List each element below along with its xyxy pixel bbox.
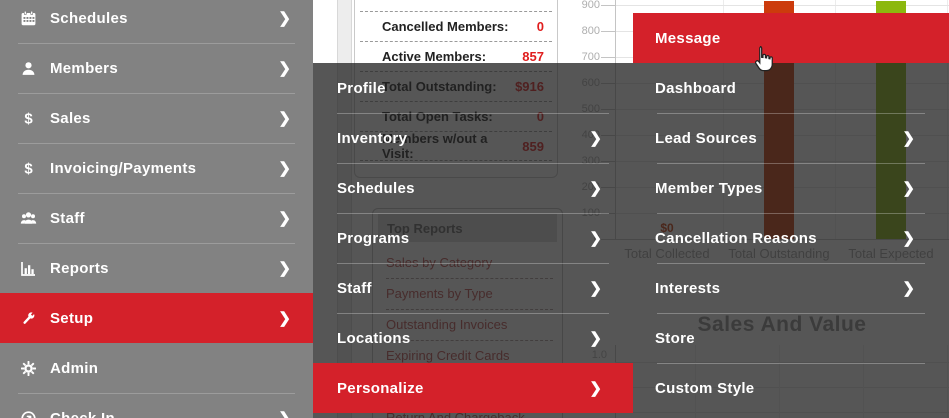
menu-item-label: Check In xyxy=(50,409,115,418)
chevron-right-icon: ❯ xyxy=(589,129,602,147)
stat-label: Active Members: xyxy=(382,49,487,64)
chevron-right-icon: ❯ xyxy=(278,209,291,227)
personalize-menu-item-message[interactable]: Message xyxy=(633,13,949,63)
menu-item-label: Inventory xyxy=(337,129,408,147)
stat-row-active-members: Active Members: 857 xyxy=(360,41,552,71)
chevron-right-icon: ❯ xyxy=(278,9,291,27)
menu-item-label: Locations xyxy=(337,329,411,347)
calendar-icon xyxy=(20,10,50,27)
setup-menu-item-schedules[interactable]: Schedules ❯ xyxy=(313,163,633,213)
y-axis-tick-label: 800 xyxy=(581,25,600,37)
menu-item-label: Personalize xyxy=(337,379,424,397)
chevron-right-icon: ❯ xyxy=(278,109,291,127)
bar-chart-icon xyxy=(20,260,50,277)
chevron-right-icon: ❯ xyxy=(278,159,291,177)
setup-menu-item-locations[interactable]: Locations ❯ xyxy=(313,313,633,363)
setup-menu-item-programs[interactable]: Programs ❯ xyxy=(313,213,633,263)
svg-text:$: $ xyxy=(24,160,33,177)
chevron-right-icon: ❯ xyxy=(589,229,602,247)
chevron-right-icon: ❯ xyxy=(902,279,915,297)
menu-item-label: Admin xyxy=(50,359,99,377)
chevron-right-icon: ❯ xyxy=(589,379,602,397)
chevron-right-icon: ❯ xyxy=(278,409,291,418)
menu-item-label: Staff xyxy=(337,279,372,297)
menu-item-label: Invoicing/Payments xyxy=(50,159,197,177)
main-sidebar: Schedules ❯ Members ❯ $ Sales ❯ $ Invoicing/Paym… xyxy=(0,0,313,418)
stat-value: 857 xyxy=(522,49,544,64)
chevron-right-icon: ❯ xyxy=(589,279,602,297)
personalize-menu-item-dashboard[interactable]: Dashboard xyxy=(633,63,949,113)
personalize-menu-item-store[interactable]: Store xyxy=(633,313,949,363)
stat-row-cancelled-members: Cancelled Members: 0 xyxy=(360,11,552,41)
menu-item-label: Members xyxy=(50,59,118,77)
menu-item-label: Schedules xyxy=(50,9,128,27)
personalize-menu-item-cancellation-reasons[interactable]: Cancellation Reasons ❯ xyxy=(633,213,949,263)
sidebar-item-reports[interactable]: Reports ❯ xyxy=(0,243,313,293)
chevron-right-icon: ❯ xyxy=(902,229,915,247)
menu-item-label: Message xyxy=(655,29,721,47)
chevron-right-icon: ❯ xyxy=(589,179,602,197)
member-icon xyxy=(20,60,50,77)
menu-item-label: Member Types xyxy=(655,179,763,197)
stat-label: Cancelled Members: xyxy=(382,19,509,34)
personalize-submenu: Message Dashboard Lead Sources ❯ Member Type… xyxy=(633,13,949,418)
sidebar-item-check-in[interactable]: Check In ❯ xyxy=(0,393,313,418)
gear-icon xyxy=(20,360,50,377)
sidebar-item-staff[interactable]: Staff ❯ xyxy=(0,193,313,243)
chevron-right-icon: ❯ xyxy=(278,59,291,77)
sidebar-item-members[interactable]: Members ❯ xyxy=(0,43,313,93)
y-axis-tick xyxy=(601,57,615,58)
menu-item-label: Sales xyxy=(50,109,91,127)
menu-item-label: Custom Style xyxy=(655,379,755,397)
check-in-icon xyxy=(20,410,50,418)
menu-item-label: Setup xyxy=(50,309,94,327)
menu-item-label: Programs xyxy=(337,229,410,247)
svg-text:$: $ xyxy=(24,110,33,127)
menu-item-label: Schedules xyxy=(337,179,415,197)
y-axis-tick xyxy=(601,31,615,32)
chevron-right-icon: ❯ xyxy=(902,129,915,147)
y-axis-tick xyxy=(601,5,615,6)
setup-menu-item-personalize[interactable]: Personalize ❯ xyxy=(313,363,633,413)
setup-menu-item-profile[interactable]: Profile xyxy=(313,63,633,113)
setup-menu-item-inventory[interactable]: Inventory ❯ xyxy=(313,113,633,163)
staff-group-icon xyxy=(20,210,50,227)
sidebar-item-sales[interactable]: $ Sales ❯ xyxy=(0,93,313,143)
setup-menu-item-staff[interactable]: Staff ❯ xyxy=(313,263,633,313)
stat-value: 0 xyxy=(536,19,544,34)
sidebar-item-schedules[interactable]: Schedules ❯ xyxy=(0,0,313,43)
personalize-menu-item-interests[interactable]: Interests ❯ xyxy=(633,263,949,313)
y-axis-tick-label: 700 xyxy=(581,51,600,63)
chevron-right-icon: ❯ xyxy=(278,259,291,277)
y-axis-tick-label: 900 xyxy=(581,0,600,11)
dollar-icon: $ xyxy=(20,110,50,127)
hand-pointer-cursor xyxy=(752,45,775,78)
personalize-menu-item-lead-sources[interactable]: Lead Sources ❯ xyxy=(633,113,949,163)
wrench-icon xyxy=(20,310,50,327)
chevron-right-icon: ❯ xyxy=(278,309,291,327)
menu-item-label: Interests xyxy=(655,279,721,297)
sidebar-item-invoicing-payments[interactable]: $ Invoicing/Payments ❯ xyxy=(0,143,313,193)
menu-item-label: Cancellation Reasons xyxy=(655,229,817,247)
dollar-icon: $ xyxy=(20,160,50,177)
personalize-menu-item-member-types[interactable]: Member Types ❯ xyxy=(633,163,949,213)
sidebar-item-setup[interactable]: Setup ❯ xyxy=(0,293,313,343)
menu-item-label: Store xyxy=(655,329,695,347)
menu-item-label: Dashboard xyxy=(655,79,737,97)
menu-item-label: Staff xyxy=(50,209,85,227)
chevron-right-icon: ❯ xyxy=(902,179,915,197)
setup-submenu: Profile Inventory ❯ Schedules ❯ Programs ❯ Staf… xyxy=(313,63,633,418)
menu-item-label: Reports xyxy=(50,259,109,277)
chevron-right-icon: ❯ xyxy=(589,329,602,347)
menu-item-label: Profile xyxy=(337,79,386,97)
menu-item-label: Lead Sources xyxy=(655,129,757,147)
sidebar-item-admin[interactable]: Admin xyxy=(0,343,313,393)
personalize-menu-item-custom-style[interactable]: Custom Style xyxy=(633,363,949,413)
